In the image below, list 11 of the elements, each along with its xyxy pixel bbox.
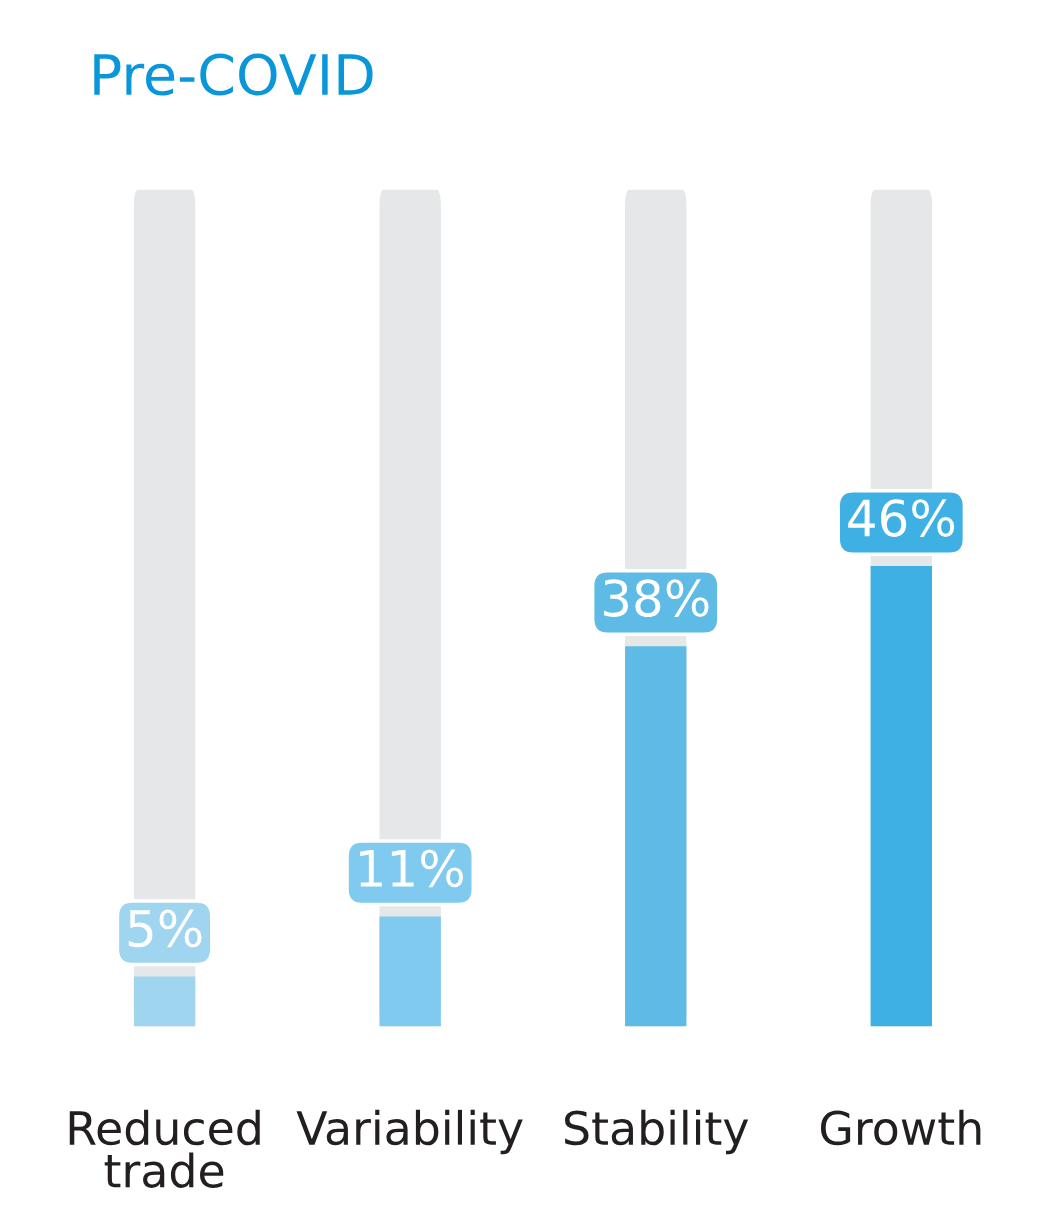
data-label: 38% xyxy=(603,579,709,618)
x-tick-label: Reduced trade xyxy=(69,1109,260,1188)
data-label: 11% xyxy=(360,849,463,888)
data-label: 5% xyxy=(128,909,202,948)
x-tick-label: Stability xyxy=(564,1109,749,1155)
bar xyxy=(379,916,441,1027)
data-label: 46% xyxy=(848,499,955,537)
x-tick-label: Variability xyxy=(296,1109,523,1155)
x-tick-label: Growth xyxy=(820,1109,981,1146)
chart-title: Pre-COVID xyxy=(94,53,373,96)
bar xyxy=(133,976,196,1027)
